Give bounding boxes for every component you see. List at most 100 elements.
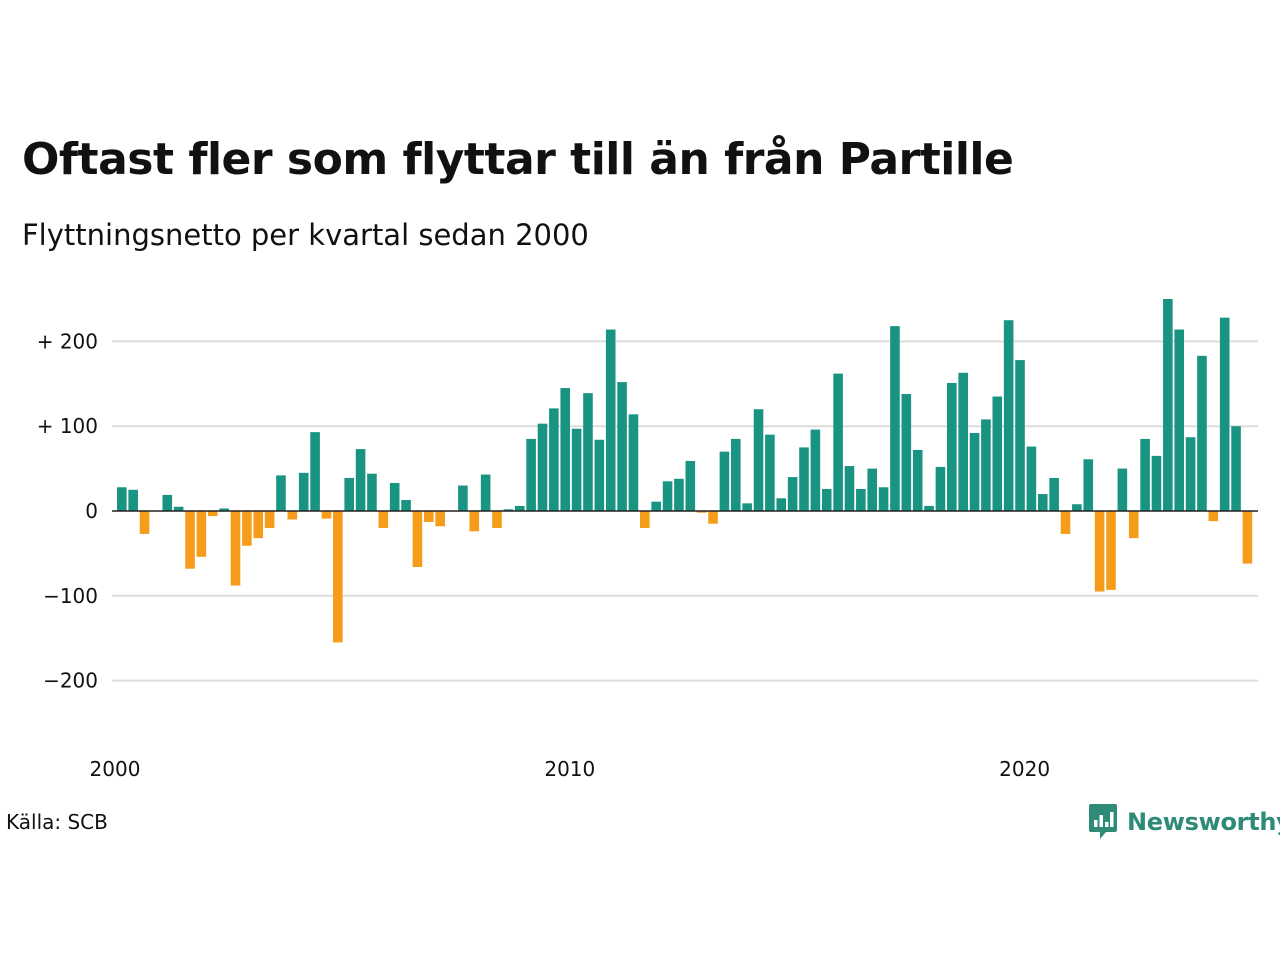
- bar: [139, 511, 150, 534]
- bar: [708, 511, 718, 524]
- bar: [1174, 329, 1185, 511]
- x-tick-label: 2020: [999, 757, 1050, 781]
- bar: [935, 466, 946, 511]
- bar: [514, 505, 525, 511]
- bar: [753, 409, 764, 511]
- bar: [1026, 446, 1037, 511]
- bar: [958, 372, 968, 511]
- bar: [776, 498, 787, 511]
- bar: [1219, 317, 1230, 511]
- bar: [1083, 459, 1094, 511]
- y-tick-label: −100: [43, 584, 98, 608]
- bar: [321, 511, 332, 519]
- y-tick-label: 0: [85, 499, 98, 523]
- bar: [787, 477, 798, 511]
- bar: [924, 505, 934, 511]
- bar: [867, 468, 878, 511]
- bar: [628, 414, 639, 511]
- y-tick-label: −200: [43, 669, 98, 693]
- bar: [662, 481, 673, 511]
- bar: [253, 511, 264, 539]
- bar: [685, 460, 696, 511]
- bar: [173, 506, 184, 511]
- bar: [162, 494, 173, 511]
- bar: [128, 489, 138, 511]
- bar: [503, 509, 514, 511]
- bar: [1094, 511, 1105, 592]
- x-tick-label: 2000: [90, 757, 141, 781]
- bar: [1185, 437, 1196, 511]
- bar: [310, 432, 320, 511]
- bar: [549, 408, 559, 511]
- bar: [344, 477, 354, 511]
- bar: [696, 511, 707, 513]
- bar: [1242, 511, 1253, 564]
- bar: [1037, 494, 1048, 511]
- bar: [947, 382, 957, 511]
- bar: [264, 511, 275, 528]
- bar: [458, 485, 468, 511]
- bar: [617, 382, 627, 511]
- bar: [799, 447, 809, 511]
- bar: [1003, 320, 1014, 511]
- bar: [1163, 299, 1173, 511]
- bar: [651, 501, 661, 511]
- bar: [526, 438, 536, 511]
- bar: [1117, 468, 1128, 511]
- bar: [1106, 511, 1116, 590]
- bar: [401, 499, 411, 511]
- bar: [640, 511, 650, 528]
- bar: [1049, 477, 1059, 511]
- bar: [1208, 511, 1219, 522]
- bar: [1231, 426, 1241, 511]
- bar: [571, 428, 582, 511]
- bar: [890, 326, 900, 511]
- bar: [242, 511, 252, 546]
- bar: [537, 423, 548, 511]
- bar: [435, 511, 445, 527]
- bar: [333, 511, 343, 643]
- bar: [878, 487, 889, 511]
- bar: [981, 419, 991, 511]
- bar: [1197, 355, 1207, 511]
- bar: [833, 373, 843, 511]
- y-tick-label: + 200: [37, 329, 98, 353]
- bar: [674, 478, 684, 511]
- bar: [298, 472, 309, 511]
- bar: [492, 511, 502, 528]
- bar: [560, 388, 571, 511]
- bar: [423, 511, 434, 523]
- source-label: Källa: SCB: [6, 810, 108, 834]
- newsworthy-logo-icon: [1089, 804, 1117, 839]
- x-tick-label: 2010: [544, 757, 595, 781]
- brand-name: Newsworthy: [1127, 808, 1280, 836]
- bar: [1060, 511, 1071, 534]
- x-axis-ticks: 2000 2010 2020: [90, 757, 1051, 781]
- bar: [287, 511, 298, 520]
- bar: [821, 488, 832, 511]
- bar: [719, 451, 730, 511]
- gridlines: [112, 340, 1258, 682]
- bar: [605, 329, 616, 511]
- bar: [230, 511, 241, 586]
- bar: [594, 439, 605, 511]
- bar: [469, 511, 480, 532]
- bar: [378, 511, 389, 528]
- bar: [583, 393, 593, 511]
- bar: [412, 511, 423, 567]
- chart-title: Oftast fler som flyttar till än från Par…: [22, 134, 1014, 185]
- chart-subtitle: Flyttningsnetto per kvartal sedan 2000: [22, 218, 589, 252]
- bar: [185, 511, 195, 569]
- bar: [856, 488, 866, 511]
- bar: [219, 508, 229, 511]
- bars: [117, 299, 1253, 643]
- bar: [355, 449, 366, 511]
- bar: [1015, 360, 1025, 511]
- bar: [117, 487, 127, 511]
- bar: [844, 466, 855, 511]
- bar: [1128, 511, 1139, 539]
- bar: [730, 438, 741, 511]
- bar: [389, 483, 400, 511]
- bar: [196, 511, 207, 557]
